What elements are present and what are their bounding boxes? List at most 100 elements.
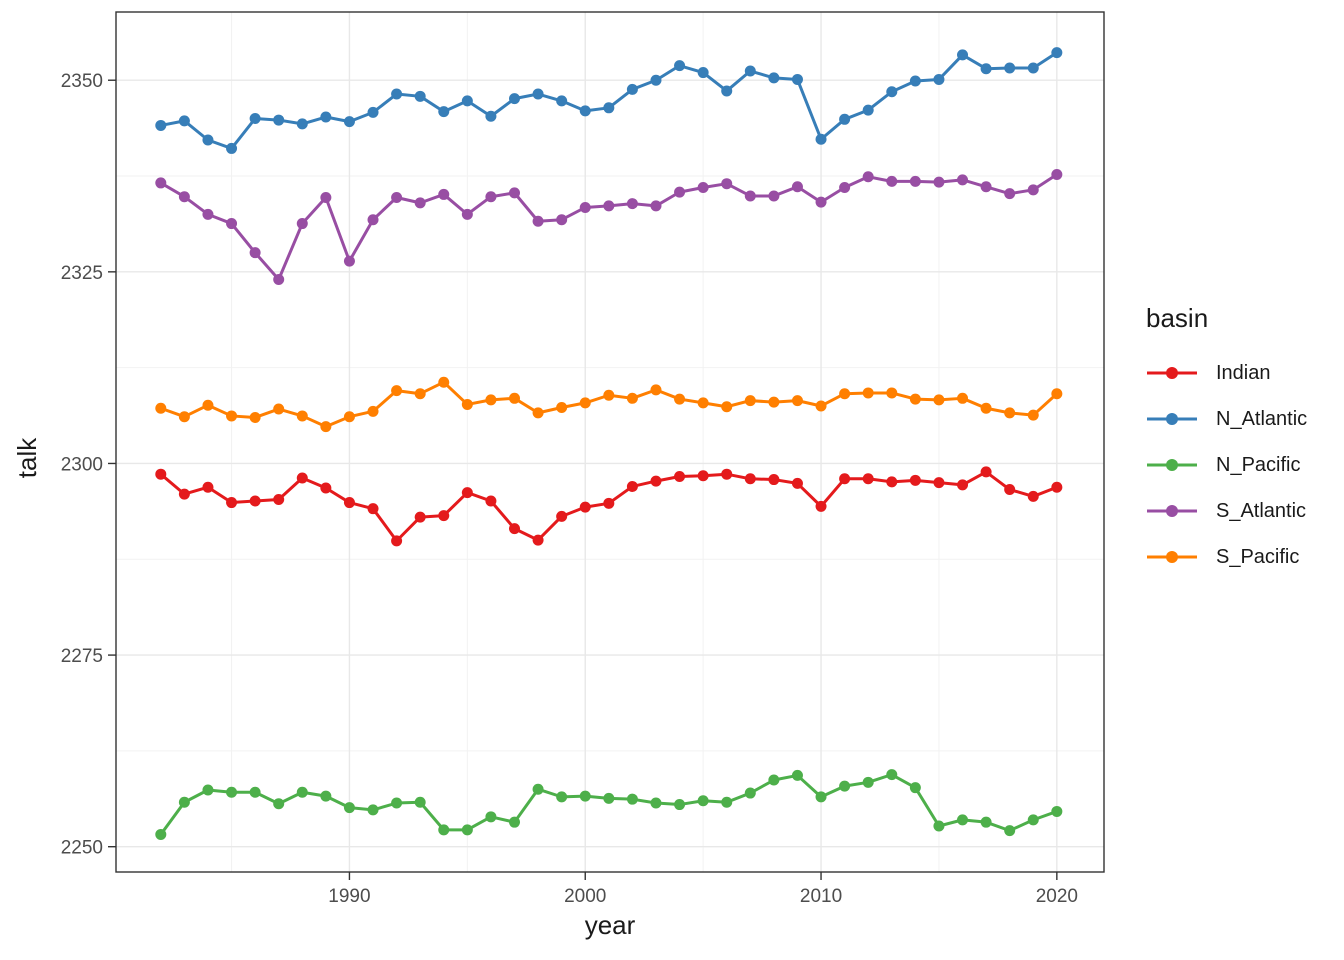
data-point-Indian xyxy=(178,488,190,500)
data-point-N_Atlantic xyxy=(273,114,285,126)
data-point-N_Atlantic xyxy=(862,104,874,116)
data-point-Indian xyxy=(697,470,709,482)
data-point-N_Pacific xyxy=(1051,805,1063,817)
data-point-Indian xyxy=(1051,481,1063,493)
data-point-Indian xyxy=(296,472,308,484)
data-point-S_Pacific xyxy=(320,421,332,433)
data-point-N_Atlantic xyxy=(202,134,214,146)
data-point-N_Atlantic xyxy=(249,113,261,125)
data-point-N_Pacific xyxy=(933,820,945,832)
data-point-N_Pacific xyxy=(815,791,827,803)
data-point-N_Atlantic xyxy=(1004,62,1016,74)
data-point-N_Atlantic xyxy=(461,95,473,107)
data-point-N_Atlantic xyxy=(603,102,615,114)
data-point-S_Pacific xyxy=(414,388,426,400)
data-point-N_Atlantic xyxy=(367,106,379,118)
data-point-N_Atlantic xyxy=(226,142,238,154)
data-point-N_Pacific xyxy=(768,774,780,786)
data-point-S_Atlantic xyxy=(674,186,686,198)
data-point-N_Pacific xyxy=(980,816,992,828)
data-point-Indian xyxy=(367,503,379,515)
data-point-N_Pacific xyxy=(343,802,355,814)
data-point-Indian xyxy=(438,510,450,522)
data-point-S_Pacific xyxy=(155,402,167,414)
data-point-N_Atlantic xyxy=(791,73,803,85)
data-point-Indian xyxy=(839,473,851,485)
data-point-S_Atlantic xyxy=(744,190,756,202)
data-point-S_Pacific xyxy=(579,397,591,409)
data-point-Indian xyxy=(933,477,945,489)
legend-item-S_Pacific: S_Pacific xyxy=(1146,534,1307,580)
data-point-S_Atlantic xyxy=(626,198,638,210)
data-point-N_Pacific xyxy=(697,795,709,807)
data-point-S_Pacific xyxy=(1027,409,1039,421)
data-point-N_Pacific xyxy=(202,784,214,796)
data-point-N_Atlantic xyxy=(391,88,403,100)
data-point-N_Atlantic xyxy=(933,73,945,85)
legend-key-S_Atlantic xyxy=(1147,505,1197,517)
data-point-N_Pacific xyxy=(296,786,308,798)
legend-label: S_Atlantic xyxy=(1216,499,1307,522)
data-point-Indian xyxy=(1004,484,1016,496)
x-tick-label: 1990 xyxy=(328,886,370,907)
data-point-S_Atlantic xyxy=(178,191,190,203)
data-point-S_Atlantic xyxy=(414,197,426,209)
data-point-S_Atlantic xyxy=(980,181,992,193)
data-point-Indian xyxy=(461,487,473,499)
data-point-S_Pacific xyxy=(650,384,662,396)
x-axis-title: year xyxy=(584,910,636,940)
data-point-S_Pacific xyxy=(556,402,568,414)
data-point-S_Atlantic xyxy=(579,201,591,213)
data-point-Indian xyxy=(509,523,521,535)
data-point-S_Pacific xyxy=(791,395,803,407)
data-point-Indian xyxy=(202,481,214,493)
data-point-N_Atlantic xyxy=(320,111,332,123)
data-point-Indian xyxy=(1027,490,1039,502)
legend-item-N_Atlantic: N_Atlantic xyxy=(1146,396,1307,442)
data-point-Indian xyxy=(603,497,615,509)
data-point-S_Pacific xyxy=(839,388,851,400)
data-point-N_Pacific xyxy=(744,787,756,799)
data-point-N_Pacific xyxy=(650,797,662,809)
data-point-N_Atlantic xyxy=(839,113,851,125)
data-point-S_Atlantic xyxy=(603,200,615,212)
data-point-N_Pacific xyxy=(226,786,238,798)
data-point-N_Pacific xyxy=(839,780,851,792)
data-point-N_Atlantic xyxy=(556,95,568,107)
data-point-S_Atlantic xyxy=(296,218,308,230)
data-point-S_Pacific xyxy=(980,402,992,414)
data-point-N_Pacific xyxy=(532,783,544,795)
data-point-N_Pacific xyxy=(509,816,521,828)
data-point-N_Atlantic xyxy=(1027,62,1039,74)
data-point-S_Pacific xyxy=(933,394,945,406)
data-point-S_Pacific xyxy=(532,407,544,419)
legend-item-S_Atlantic: S_Atlantic xyxy=(1146,488,1307,534)
data-point-Indian xyxy=(320,482,332,494)
data-point-N_Pacific xyxy=(909,782,921,794)
data-point-S_Pacific xyxy=(509,392,521,404)
data-point-N_Pacific xyxy=(391,797,403,809)
data-point-N_Atlantic xyxy=(1051,47,1063,59)
legend-key-N_Atlantic xyxy=(1147,413,1197,425)
legend-key-N_Pacific xyxy=(1147,459,1197,471)
legend-label: S_Pacific xyxy=(1216,545,1300,568)
y-tick-label: 2325 xyxy=(61,263,103,284)
y-tick-label: 2300 xyxy=(61,454,103,475)
data-point-N_Atlantic xyxy=(509,93,521,105)
legend-label: N_Pacific xyxy=(1216,453,1301,476)
data-point-S_Pacific xyxy=(957,392,969,404)
data-point-S_Atlantic xyxy=(791,181,803,193)
data-point-S_Pacific xyxy=(768,396,780,408)
data-point-S_Atlantic xyxy=(839,182,851,194)
data-point-Indian xyxy=(226,497,238,509)
data-point-S_Pacific xyxy=(367,405,379,417)
data-point-S_Atlantic xyxy=(367,214,379,226)
data-point-N_Atlantic xyxy=(909,75,921,87)
data-point-N_Atlantic xyxy=(296,118,308,130)
data-point-Indian xyxy=(768,474,780,486)
data-point-S_Atlantic xyxy=(485,191,497,203)
data-point-Indian xyxy=(886,476,898,488)
data-point-N_Pacific xyxy=(320,790,332,802)
y-tick-label: 2250 xyxy=(61,838,103,859)
data-point-N_Atlantic xyxy=(980,63,992,75)
